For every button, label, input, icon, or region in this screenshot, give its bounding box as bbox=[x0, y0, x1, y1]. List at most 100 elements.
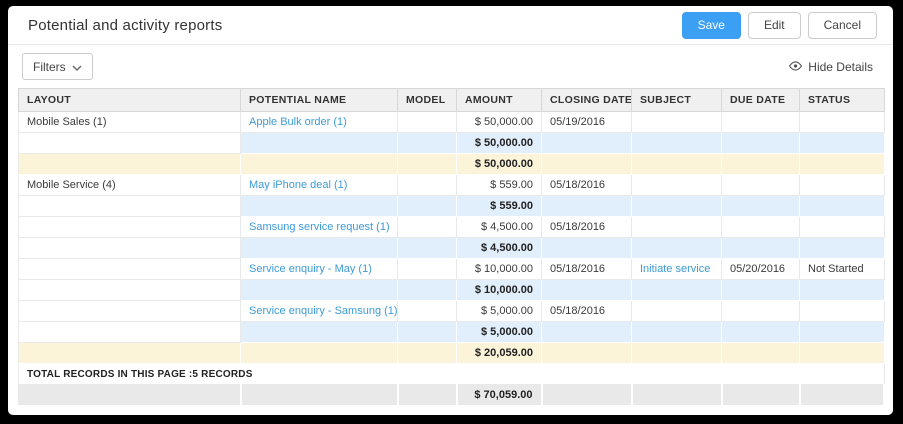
potential-name-link[interactable]: Service enquiry - Samsung (1) bbox=[249, 305, 398, 317]
table-row-subtotal-blue: $ 4,500.00 bbox=[18, 237, 885, 259]
cell-subject bbox=[631, 300, 722, 322]
cell-subject bbox=[631, 237, 722, 259]
cell-subject bbox=[631, 342, 722, 364]
cell-layout bbox=[18, 216, 241, 238]
potential-name-link[interactable]: May iPhone deal (1) bbox=[249, 179, 348, 191]
cell-model bbox=[397, 111, 457, 133]
cell-potential bbox=[240, 153, 398, 175]
cell-potential bbox=[240, 384, 399, 406]
eye-icon bbox=[788, 60, 803, 74]
cell-potential bbox=[240, 237, 398, 259]
cell-model bbox=[397, 258, 457, 280]
edit-button[interactable]: Edit bbox=[747, 11, 801, 39]
save-button[interactable]: Save bbox=[681, 11, 741, 39]
potential-name-link[interactable]: Samsung service request (1) bbox=[249, 221, 390, 233]
cell-closing: 05/18/2016 bbox=[541, 258, 632, 280]
cell-closing bbox=[541, 384, 633, 406]
table-row-grandtotal: $ 70,059.00 bbox=[18, 384, 885, 406]
page-title: Potential and activity reports bbox=[28, 16, 223, 34]
total-records-label: TOTAL RECORDS IN THIS PAGE :5 RECORDS bbox=[18, 363, 885, 385]
table-row-subtotal-blue: $ 5,000.00 bbox=[18, 321, 885, 343]
cell-status bbox=[799, 300, 885, 322]
col-header-layout: LAYOUT bbox=[18, 88, 241, 112]
cell-closing bbox=[541, 342, 632, 364]
col-header-due-date: DUE DATE bbox=[721, 88, 800, 112]
cell-closing: 05/18/2016 bbox=[541, 216, 632, 238]
filters-button[interactable]: Filters bbox=[22, 53, 93, 80]
chevron-down-icon bbox=[72, 60, 82, 74]
cell-status bbox=[799, 279, 885, 301]
cell-due bbox=[721, 321, 800, 343]
cell-model bbox=[397, 237, 457, 259]
table-row-subtotal-blue: $ 10,000.00 bbox=[18, 279, 885, 301]
report-table-wrap: LAYOUT POTENTIAL NAME MODEL AMOUNT CLOSI… bbox=[18, 88, 885, 406]
cell-status bbox=[799, 321, 885, 343]
hide-details-toggle[interactable]: Hide Details bbox=[788, 60, 873, 74]
cell-subject bbox=[631, 321, 722, 343]
cell-amount: $ 559.00 bbox=[456, 195, 542, 217]
cell-model bbox=[397, 384, 458, 406]
cell-closing bbox=[541, 279, 632, 301]
cell-layout: Mobile Sales (1) bbox=[18, 111, 241, 133]
subject-link[interactable]: Initiate service bbox=[640, 263, 711, 275]
cell-status bbox=[799, 237, 885, 259]
cell-status bbox=[799, 342, 885, 364]
potential-name-link[interactable]: Service enquiry - May (1) bbox=[249, 263, 372, 275]
cell-layout bbox=[18, 279, 241, 301]
cell-due bbox=[721, 195, 800, 217]
table-row-data: Mobile Service (4) May iPhone deal (1) $ 5… bbox=[18, 174, 885, 196]
report-card: Potential and activity reports Save Edit… bbox=[8, 6, 893, 415]
cell-layout bbox=[18, 153, 241, 175]
cancel-button[interactable]: Cancel bbox=[807, 11, 877, 39]
cell-subject: Initiate service bbox=[631, 258, 722, 280]
cell-amount: $ 5,000.00 bbox=[456, 300, 542, 322]
cell-model bbox=[397, 321, 457, 343]
table-row-summary: TOTAL RECORDS IN THIS PAGE :5 RECORDS bbox=[18, 363, 885, 385]
cell-subject bbox=[631, 132, 722, 154]
cell-layout bbox=[18, 321, 241, 343]
cell-status bbox=[799, 132, 885, 154]
cell-status bbox=[799, 111, 885, 133]
cell-layout bbox=[18, 237, 241, 259]
cell-model bbox=[397, 195, 457, 217]
cell-subject bbox=[631, 111, 722, 133]
cell-amount: $ 559.00 bbox=[456, 174, 542, 196]
cell-potential bbox=[240, 321, 398, 343]
table-row-subtotal-blue: $ 559.00 bbox=[18, 195, 885, 217]
col-header-amount: AMOUNT bbox=[456, 88, 542, 112]
cell-layout bbox=[18, 195, 241, 217]
cell-due bbox=[721, 174, 800, 196]
cell-layout: Mobile Service (4) bbox=[18, 174, 241, 196]
cell-amount: $ 70,059.00 bbox=[456, 384, 543, 406]
cell-status bbox=[799, 384, 885, 406]
cell-due bbox=[721, 279, 800, 301]
cell-due bbox=[721, 300, 800, 322]
cell-model bbox=[397, 132, 457, 154]
cell-potential bbox=[240, 279, 398, 301]
cell-due bbox=[721, 153, 800, 175]
cell-subject bbox=[631, 174, 722, 196]
cell-amount: $ 4,500.00 bbox=[456, 237, 542, 259]
col-header-potential-name: POTENTIAL NAME bbox=[240, 88, 398, 112]
cell-closing bbox=[541, 195, 632, 217]
cell-due bbox=[721, 342, 800, 364]
col-header-status: STATUS bbox=[799, 88, 885, 112]
cell-status bbox=[799, 174, 885, 196]
potential-name-link[interactable]: Apple Bulk order (1) bbox=[249, 116, 347, 128]
cell-model bbox=[397, 153, 457, 175]
cell-subject bbox=[631, 216, 722, 238]
cell-closing bbox=[541, 321, 632, 343]
cell-model bbox=[397, 216, 457, 238]
cell-model bbox=[397, 174, 457, 196]
cell-potential bbox=[240, 195, 398, 217]
table-row-data: Samsung service request (1) $ 4,500.00 05/… bbox=[18, 216, 885, 238]
cell-due: 05/20/2016 bbox=[721, 258, 800, 280]
cell-subject bbox=[631, 153, 722, 175]
table-header-row: LAYOUT POTENTIAL NAME MODEL AMOUNT CLOSI… bbox=[18, 88, 885, 112]
cell-amount: $ 50,000.00 bbox=[456, 153, 542, 175]
title-bar: Potential and activity reports Save Edit… bbox=[8, 6, 893, 45]
cell-potential: Samsung service request (1) bbox=[240, 216, 398, 238]
cell-layout bbox=[18, 300, 241, 322]
cell-amount: $ 10,000.00 bbox=[456, 279, 542, 301]
cell-due bbox=[721, 111, 800, 133]
